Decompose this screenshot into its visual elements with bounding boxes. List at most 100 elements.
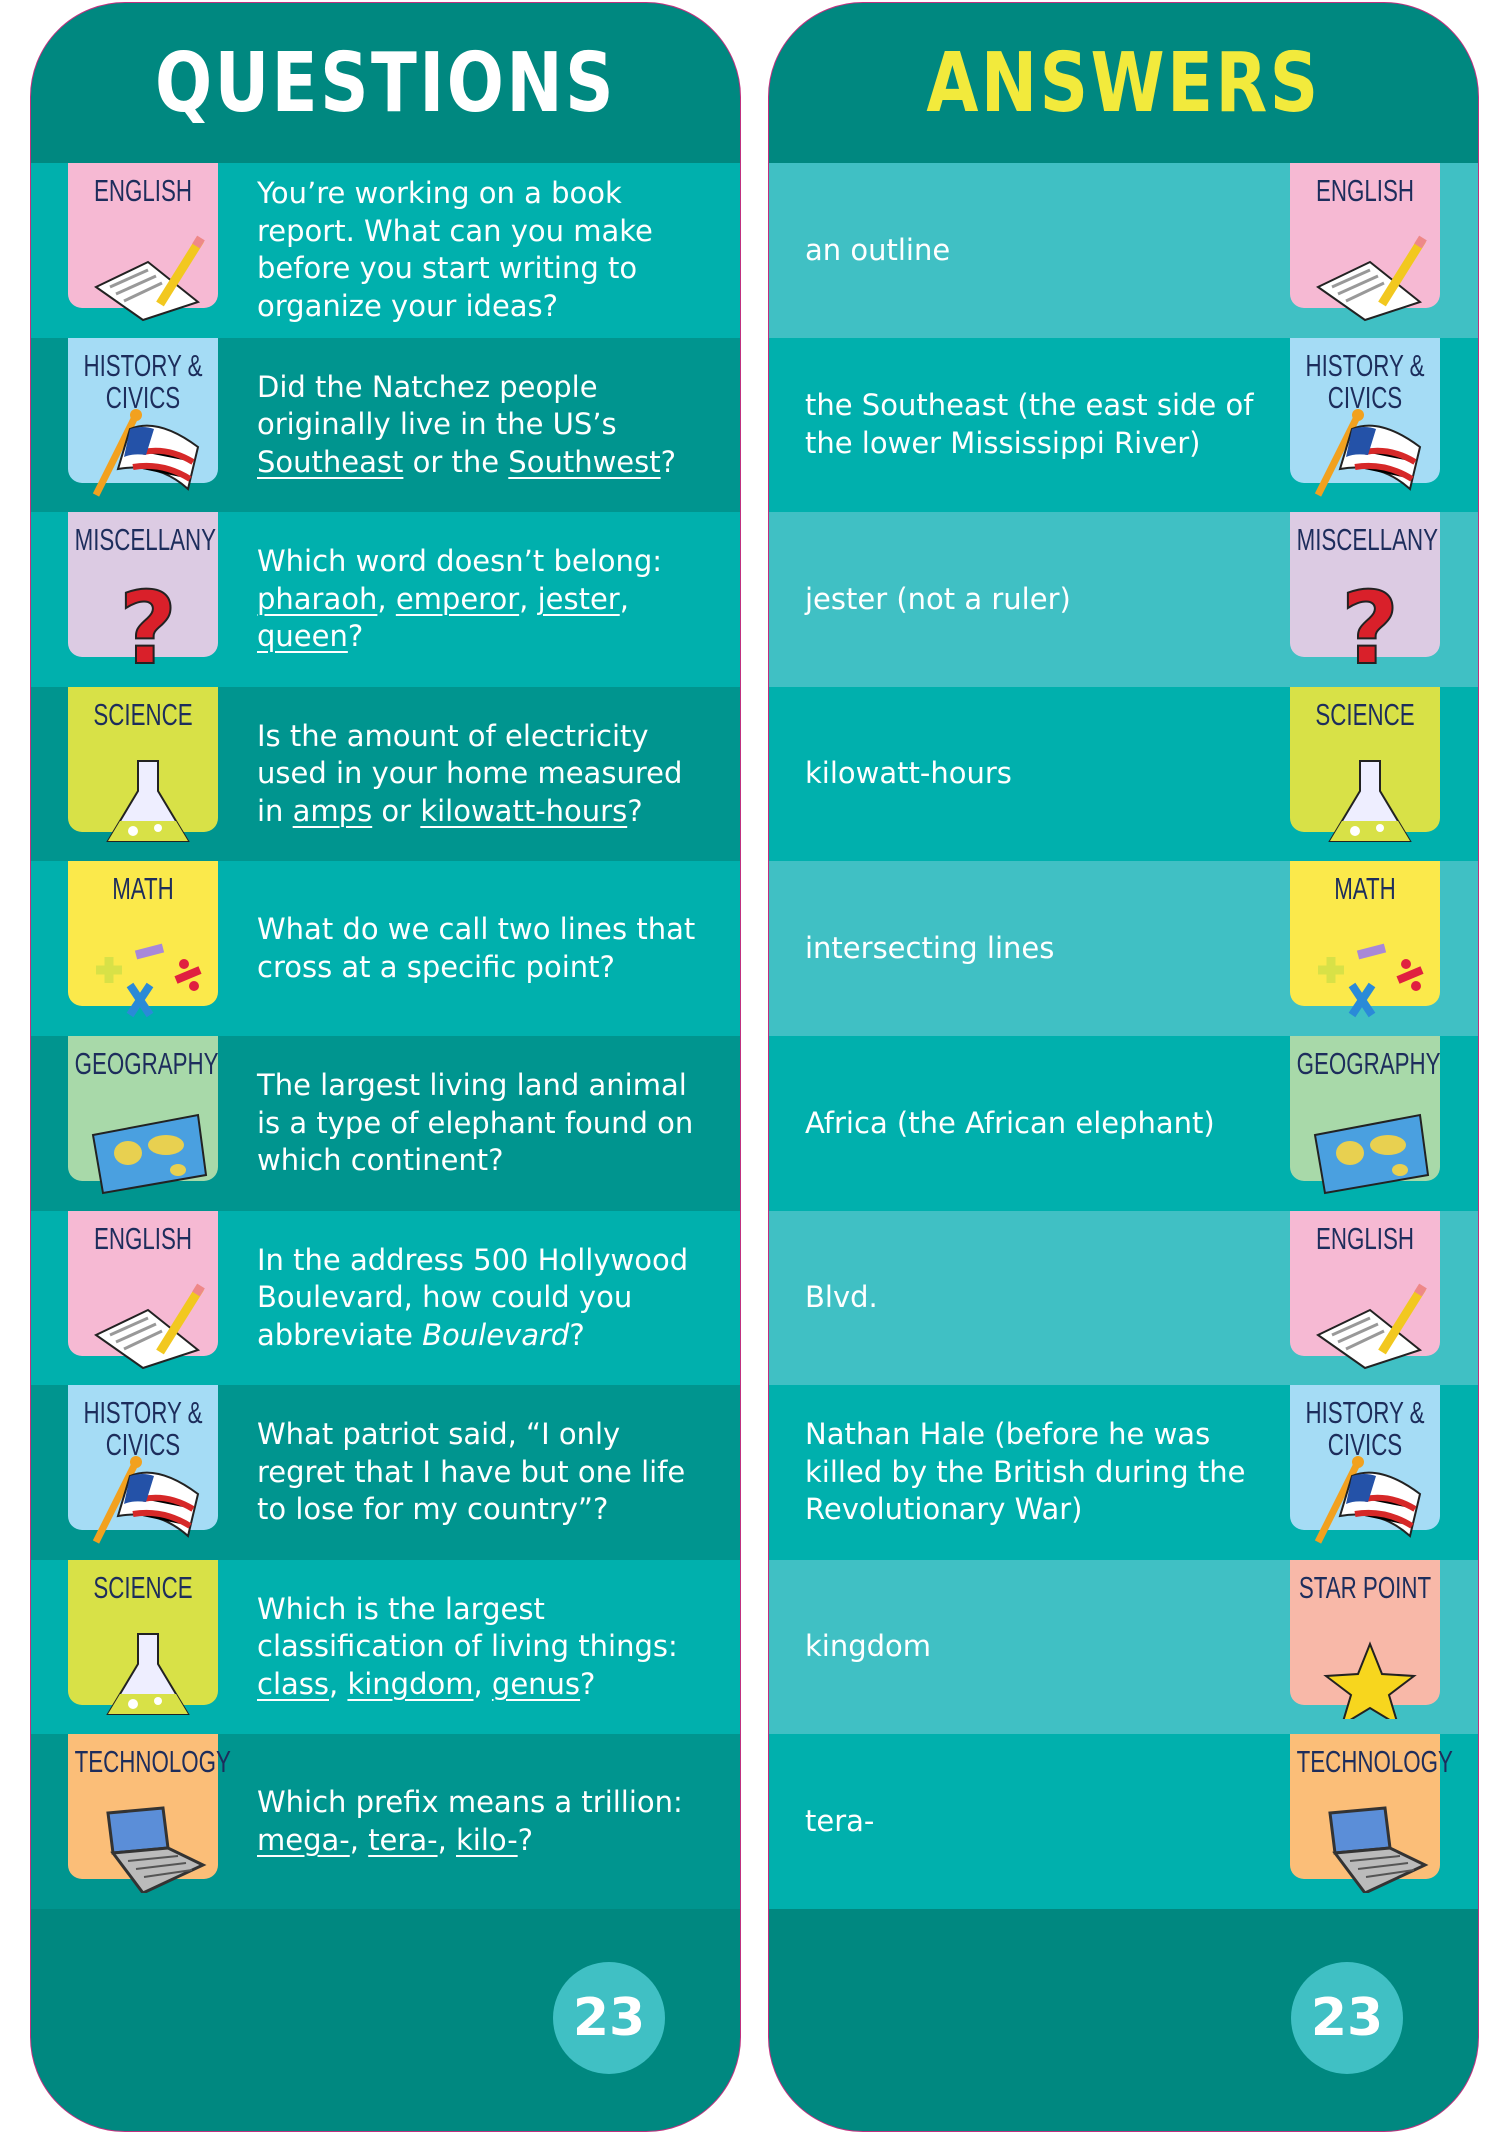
answer-row: Nathan Hale (before he was killed by the… — [769, 1385, 1478, 1560]
question-row: HISTORY & CIVICS Did the Natchez people … — [31, 337, 740, 513]
question-text-part: kilowatt-hours — [420, 793, 628, 828]
category-label: HISTORY & CIVICS — [1305, 347, 1425, 415]
world-map-icon — [91, 1113, 208, 1195]
category-tile-technology: TECHNOLOGY — [1290, 1734, 1453, 1894]
question-text-part: class — [257, 1666, 329, 1701]
category-label: MISCELLANY — [1296, 522, 1439, 558]
category-tile-history: HISTORY & CIVICS — [68, 1385, 218, 1544]
category-label: TECHNOLOGY — [74, 1744, 231, 1780]
answer-row: Blvd. ENGLISH — [769, 1210, 1478, 1386]
question-text-part: Boulevard — [422, 1317, 570, 1352]
question-text-part: ? — [627, 793, 643, 828]
category-label: MISCELLANY — [74, 522, 217, 558]
question-text-part: What patriot said, “I only regret that I… — [257, 1417, 686, 1527]
question-text-part: , — [619, 581, 629, 616]
question-text-part: Which word doesn’t belong: — [257, 544, 663, 579]
question-row: HISTORY & CIVICS What patriot said, “I o… — [31, 1385, 740, 1560]
page-number-badge: 23 — [553, 1962, 665, 2074]
category-label: SCIENCE — [93, 696, 193, 732]
page-number-badge: 23 — [1291, 1962, 1403, 2074]
question-text-part: emperor — [395, 581, 520, 616]
question-text-part: or the — [403, 444, 509, 479]
question-row: TECHNOLOGY Which prefix means a trillion… — [31, 1734, 740, 1909]
category-label: GEOGRAPHY — [1296, 1045, 1441, 1081]
question-text: Is the amount of electricity used in you… — [257, 718, 710, 831]
question-text-part: Is the amount of electricity used in you… — [257, 718, 683, 828]
question-row: MATH What do we call two lines that cros… — [31, 861, 740, 1036]
math-symbols-icon — [1318, 944, 1424, 1018]
answer-row: tera- TECHNOLOGY — [769, 1734, 1478, 1909]
category-tile-math: MATH — [68, 861, 218, 1018]
question-text: You’re working on a book report. What ca… — [257, 175, 710, 325]
category-tile-geography: GEOGRAPHY — [68, 1035, 218, 1195]
question-text-part: ? — [517, 1822, 534, 1857]
answer-text: the Southeast (the east side of the lowe… — [805, 388, 1254, 460]
svg-text:?: ? — [119, 581, 177, 671]
category-tile-math: MATH — [1290, 861, 1440, 1018]
question-mark-icon: ? — [118, 581, 178, 671]
category-label: SCIENCE — [93, 1569, 193, 1605]
question-text-part: genus — [491, 1666, 581, 1701]
category-tile-misc: MISCELLANY ? — [68, 512, 218, 671]
question-text-part: Southwest — [508, 444, 661, 479]
question-text: Which is the largest classification of l… — [257, 1591, 710, 1704]
question-text: Which prefix means a trillion: mega-, te… — [257, 1784, 710, 1859]
category-tile-technology: TECHNOLOGY — [68, 1734, 231, 1894]
paper-pencil-icon — [1316, 1283, 1427, 1369]
category-label: STAR POINT — [1298, 1569, 1432, 1605]
category-tile-history: HISTORY & CIVICS — [1290, 1385, 1440, 1544]
question-row: ENGLISH You’re working on a book report.… — [31, 163, 740, 338]
category-label: ENGLISH — [1315, 1220, 1414, 1256]
question-mark-icon: ? — [1340, 581, 1400, 671]
answer-row: intersecting lines MATH — [769, 861, 1478, 1036]
answer-text: intersecting lines — [805, 930, 1055, 965]
question-text-part: , — [329, 1666, 348, 1701]
category-label: HISTORY & CIVICS — [83, 1395, 203, 1463]
question-text-part: , — [437, 1822, 456, 1857]
question-list: ENGLISH You’re working on a book report.… — [31, 163, 740, 1909]
question-text-part: or — [372, 793, 421, 828]
questions-title: QUESTIONS — [154, 35, 616, 131]
paper-pencil-icon — [94, 235, 205, 322]
us-flag-icon — [1314, 408, 1422, 497]
svg-text:?: ? — [1341, 581, 1399, 671]
category-label: ENGLISH — [93, 1220, 192, 1256]
answer-list: an outline ENGLISH the Southeast (the ea… — [769, 163, 1478, 1909]
answers-card: ANSWERS an outline ENGLISH the Southeast… — [768, 2, 1479, 2132]
answer-text: kilowatt-hours — [805, 756, 1012, 791]
question-row: GEOGRAPHY The largest living land animal… — [31, 1035, 740, 1211]
question-text-part: In the address 500 Hollywood Boulevard, … — [257, 1242, 689, 1352]
laptop-icon — [1328, 1806, 1429, 1894]
category-tile-geography: GEOGRAPHY — [1290, 1035, 1441, 1195]
question-row: SCIENCE Is the amount of electricity use… — [31, 686, 740, 862]
question-text-part: ? — [569, 1317, 585, 1352]
questions-card: QUESTIONS ENGLISH You’re working on a bo… — [30, 2, 741, 2132]
flask-icon — [106, 1632, 190, 1715]
question-text: What patriot said, “I only regret that I… — [257, 1416, 710, 1529]
question-text-part: queen — [257, 619, 348, 654]
question-text-part: , — [519, 581, 538, 616]
category-label: MATH — [1334, 871, 1396, 907]
world-map-icon — [1313, 1113, 1430, 1195]
question-text-part: Which is the largest classification of l… — [257, 1591, 678, 1664]
question-text-part: The largest living land animal is a type… — [257, 1068, 694, 1178]
answer-text: Blvd. — [805, 1280, 878, 1315]
us-flag-icon — [1314, 1456, 1422, 1544]
question-text-part: tera- — [368, 1822, 438, 1857]
answer-text: Africa (the African elephant) — [805, 1105, 1215, 1140]
category-tile-english: ENGLISH — [68, 1210, 218, 1369]
math-symbols-icon — [96, 944, 202, 1018]
answer-row: an outline ENGLISH — [769, 163, 1478, 338]
question-row: SCIENCE Which is the largest classificat… — [31, 1559, 740, 1735]
answer-row: kilowatt-hours SCIENCE — [769, 686, 1478, 862]
question-text-part: ? — [660, 444, 677, 479]
category-tile-misc: MISCELLANY ? — [1290, 512, 1440, 671]
category-label: TECHNOLOGY — [1296, 1744, 1453, 1780]
category-tile-english: ENGLISH — [1290, 163, 1440, 322]
category-tile-science: SCIENCE — [68, 686, 218, 842]
question-text-part: kingdom — [347, 1666, 474, 1701]
star-icon — [1323, 1641, 1417, 1719]
question-text-part: ? — [347, 619, 364, 654]
category-tile-science: SCIENCE — [1290, 686, 1440, 842]
question-text-part: ? — [580, 1666, 596, 1701]
